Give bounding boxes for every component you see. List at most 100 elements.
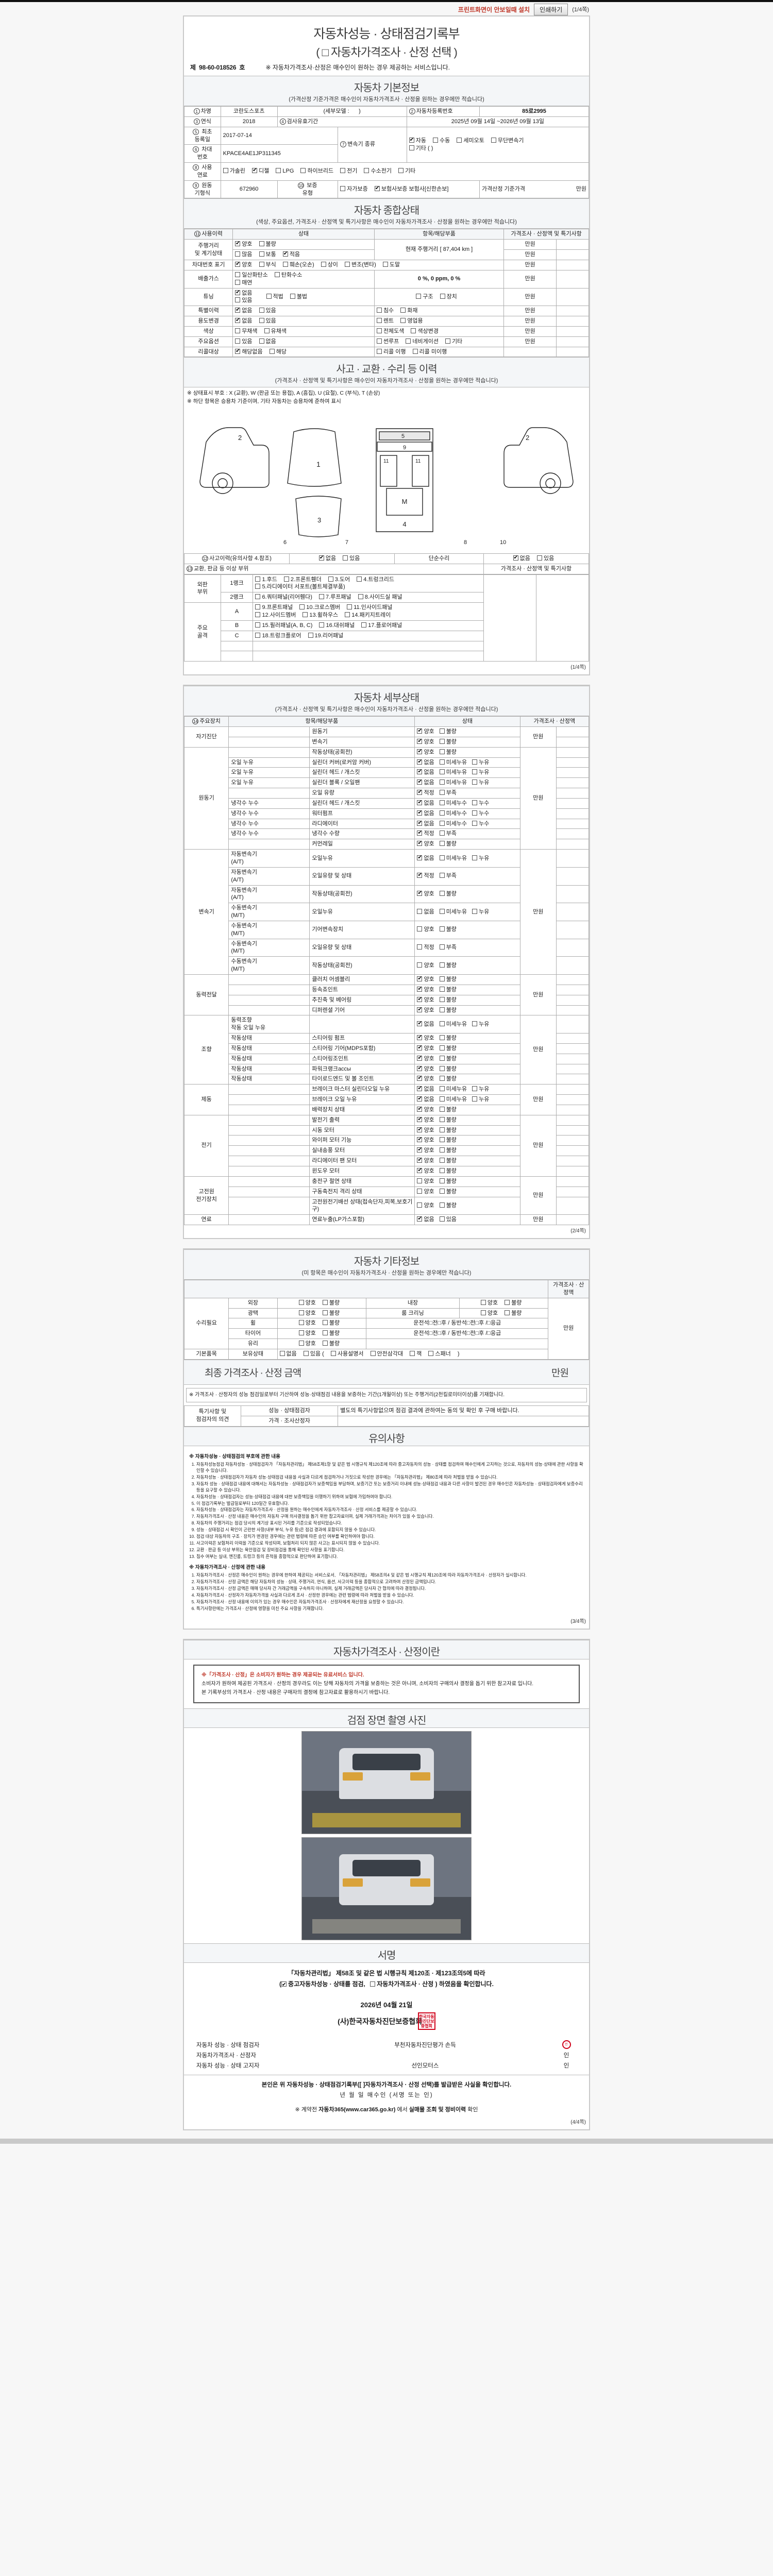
detail-option[interactable]: 미세누유 bbox=[439, 1096, 467, 1104]
detail-option[interactable]: 양호 bbox=[417, 890, 434, 898]
int-bad[interactable]: 불량 bbox=[505, 1299, 522, 1307]
usechange-yes[interactable]: 있음 bbox=[259, 317, 276, 325]
fuel-opt-other[interactable]: 기타 bbox=[398, 167, 415, 175]
special-yes[interactable]: 있음 bbox=[259, 307, 276, 315]
recall-notdone[interactable]: 리콜 미이행 bbox=[412, 348, 447, 356]
mileage-good[interactable]: 양호 bbox=[235, 240, 252, 248]
detail-option[interactable]: 누유 bbox=[472, 1021, 489, 1028]
detail-option[interactable]: 양호 bbox=[417, 996, 434, 1004]
detail-option[interactable]: 불량 bbox=[439, 1147, 457, 1155]
part-trunk-lid[interactable]: 4.트렁크리드 bbox=[357, 576, 394, 584]
tuning-legal[interactable]: 적법 bbox=[266, 293, 283, 301]
detail-option[interactable]: 누유 bbox=[472, 855, 489, 862]
usechange-none[interactable]: 없음 bbox=[235, 317, 252, 325]
detail-option[interactable]: 불량 bbox=[439, 996, 457, 1004]
wheel-good[interactable]: 양호 bbox=[298, 1319, 316, 1327]
detail-option[interactable]: 미세누유 bbox=[439, 1086, 467, 1093]
signature-check-price[interactable] bbox=[370, 1981, 376, 1987]
fuel-opt-hybrid[interactable]: 하이브리드 bbox=[300, 167, 333, 175]
hold-triangle[interactable]: 안전삼각대 bbox=[370, 1350, 403, 1358]
part-hood[interactable]: 1.후드 bbox=[255, 576, 277, 584]
detail-option[interactable]: 불량 bbox=[439, 976, 457, 984]
signature-check-performance[interactable] bbox=[281, 1980, 287, 1990]
detail-option[interactable]: 불량 bbox=[439, 926, 457, 934]
glass-good[interactable]: 양호 bbox=[298, 1340, 316, 1348]
detail-option[interactable]: 양호 bbox=[417, 1034, 434, 1042]
detail-option[interactable]: 없음 bbox=[417, 1020, 434, 1028]
detail-option[interactable]: 적정 bbox=[417, 872, 434, 880]
hold-yes[interactable]: 있음 ( bbox=[303, 1350, 324, 1358]
detail-option[interactable]: 부족 bbox=[439, 789, 457, 797]
option-yes[interactable]: 있음 bbox=[235, 338, 252, 346]
wheel-bad[interactable]: 불량 bbox=[322, 1319, 340, 1327]
trans-opt-semiauto[interactable]: 세미오토 bbox=[457, 137, 484, 145]
roomclean-bad[interactable]: 불량 bbox=[505, 1310, 522, 1317]
detail-option[interactable]: 미세누유 bbox=[439, 779, 467, 787]
tuning-illegal[interactable]: 불법 bbox=[290, 293, 307, 301]
detail-option[interactable]: 양호 bbox=[417, 1146, 434, 1155]
tuning-structure[interactable]: 구조 bbox=[416, 293, 433, 301]
option-navigation[interactable]: 네비게이션 bbox=[406, 338, 439, 346]
detail-option[interactable]: 없음 bbox=[417, 799, 434, 807]
detail-option[interactable]: 불량 bbox=[439, 1045, 457, 1053]
detail-option[interactable]: 양호 bbox=[417, 1065, 434, 1073]
detail-option[interactable]: 없음 bbox=[417, 1215, 434, 1224]
roomclean-good[interactable]: 양호 bbox=[480, 1310, 498, 1317]
detail-option[interactable]: 미세누수 bbox=[439, 800, 467, 807]
part-rear-panel[interactable]: 19.리어패널 bbox=[308, 632, 343, 640]
polish-good[interactable]: 양호 bbox=[298, 1310, 316, 1317]
detail-option[interactable]: 적정 bbox=[417, 829, 434, 838]
mileage-many[interactable]: 많음 bbox=[235, 251, 252, 259]
detail-option[interactable]: 양호 bbox=[417, 840, 434, 848]
vin-altered[interactable]: 변조(변타) bbox=[345, 261, 376, 269]
detail-option[interactable]: 불량 bbox=[439, 1202, 457, 1210]
part-floor-panel[interactable]: 17.플로어패널 bbox=[361, 622, 402, 630]
detail-option[interactable]: 누유 bbox=[472, 908, 489, 916]
detail-option[interactable]: 양호 bbox=[417, 986, 434, 994]
option-none[interactable]: 없음 bbox=[259, 338, 276, 346]
detail-option[interactable]: 양호 bbox=[417, 1167, 434, 1175]
vin-erased[interactable]: 도말 bbox=[382, 261, 400, 269]
special-flood[interactable]: 침수 bbox=[376, 307, 394, 315]
detail-option[interactable]: 양호 bbox=[417, 1055, 434, 1063]
detail-option[interactable]: 미세누유 bbox=[439, 769, 467, 776]
part-side-member[interactable]: 12.사이드멤버 bbox=[255, 612, 296, 619]
detail-option[interactable]: 양호 bbox=[417, 962, 434, 970]
detail-option[interactable]: 양호 bbox=[417, 975, 434, 984]
detail-option[interactable]: 불량 bbox=[439, 749, 457, 756]
detail-option[interactable]: 불량 bbox=[439, 1167, 457, 1175]
hold-none[interactable]: 없음 bbox=[279, 1350, 297, 1358]
mileage-bad[interactable]: 불량 bbox=[259, 241, 276, 248]
polish-bad[interactable]: 불량 bbox=[322, 1310, 340, 1317]
detail-option[interactable]: 누유 bbox=[472, 759, 489, 767]
detail-option[interactable]: 불량 bbox=[439, 1188, 457, 1196]
tuning-yes[interactable]: 있음 bbox=[235, 297, 252, 304]
part-inside-panel[interactable]: 11.인사이드패널 bbox=[347, 604, 392, 612]
part-door[interactable]: 3.도어 bbox=[328, 576, 350, 584]
detail-option[interactable]: 부족 bbox=[439, 830, 457, 838]
detail-option[interactable]: 누수 bbox=[472, 800, 489, 807]
special-none[interactable]: 없음 bbox=[235, 307, 252, 315]
detail-option[interactable]: 양호 bbox=[417, 926, 434, 934]
detail-option[interactable]: 불량 bbox=[439, 1127, 457, 1134]
detail-option[interactable]: 미세누유 bbox=[439, 1021, 467, 1028]
detail-option[interactable]: 불량 bbox=[439, 728, 457, 736]
part-roof-panel[interactable]: 7.루프패널 bbox=[318, 594, 351, 601]
part-quarter-panel[interactable]: 6.쿼터패널(리어휀다) bbox=[255, 594, 312, 601]
part-radiator-support[interactable]: 5.라디에이터 서포트(볼트체결부품) bbox=[255, 583, 345, 591]
warranty-opt-self[interactable]: 자가보증 bbox=[340, 185, 368, 193]
detail-option[interactable]: 누유 bbox=[472, 1096, 489, 1104]
option-sunroof[interactable]: 썬루프 bbox=[376, 338, 399, 346]
detail-option[interactable]: 양호 bbox=[417, 1178, 434, 1185]
detail-option[interactable]: 미세누수 bbox=[439, 820, 467, 828]
option-other[interactable]: 기타 bbox=[445, 338, 462, 346]
tire-bad[interactable]: 불량 bbox=[322, 1330, 340, 1337]
trans-opt-other[interactable]: 기타 ( ) bbox=[409, 145, 433, 152]
usechange-business[interactable]: 영업용 bbox=[400, 317, 423, 325]
detail-option[interactable]: 누유 bbox=[472, 769, 489, 776]
detail-option[interactable]: 누유 bbox=[472, 1086, 489, 1093]
fuel-opt-electric[interactable]: 전기 bbox=[340, 167, 357, 175]
vin-corroded[interactable]: 부식 bbox=[259, 261, 276, 269]
detail-option[interactable]: 불량 bbox=[439, 1035, 457, 1042]
detail-option[interactable]: 불량 bbox=[439, 1055, 457, 1063]
